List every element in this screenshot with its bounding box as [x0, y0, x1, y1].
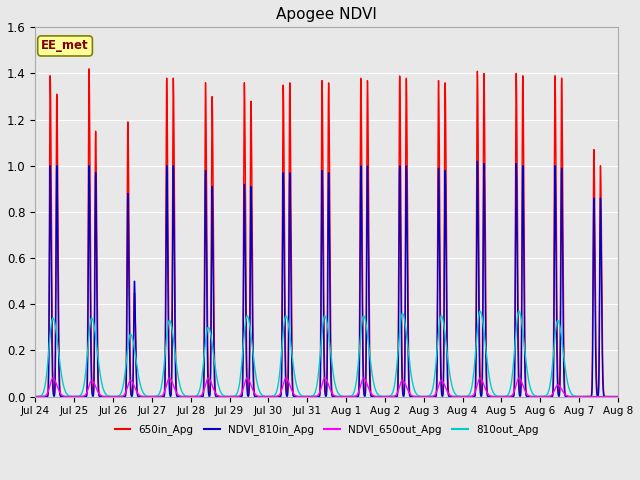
Legend: 650in_Apg, NDVI_810in_Apg, NDVI_650out_Apg, 810out_Apg: 650in_Apg, NDVI_810in_Apg, NDVI_650out_A…: [111, 420, 543, 439]
NDVI_810in_Apg: [31, 394, 39, 399]
Line: 650in_Apg: 650in_Apg: [35, 69, 618, 396]
650in_Apg: [408, 394, 415, 399]
NDVI_810in_Apg: [614, 394, 622, 399]
810out_Apg: [250, 354, 257, 360]
NDVI_810in_Apg: [408, 394, 415, 399]
NDVI_650out_Apg: [31, 394, 39, 399]
650in_Apg: [31, 394, 39, 399]
Line: NDVI_810in_Apg: NDVI_810in_Apg: [35, 161, 618, 396]
Title: Apogee NDVI: Apogee NDVI: [276, 7, 377, 22]
650in_Apg: [612, 394, 620, 399]
810out_Apg: [156, 389, 164, 395]
810out_Apg: [408, 372, 415, 378]
810out_Apg: [614, 394, 622, 399]
650in_Apg: [85, 66, 93, 72]
810out_Apg: [515, 308, 523, 314]
Line: NDVI_650out_Apg: NDVI_650out_Apg: [35, 378, 618, 396]
NDVI_650out_Apg: [156, 394, 164, 399]
650in_Apg: [156, 394, 164, 399]
NDVI_810in_Apg: [474, 158, 481, 164]
NDVI_810in_Apg: [150, 394, 157, 399]
650in_Apg: [150, 394, 158, 399]
NDVI_810in_Apg: [250, 384, 257, 389]
NDVI_650out_Apg: [490, 394, 498, 399]
650in_Apg: [614, 394, 622, 399]
NDVI_650out_Apg: [250, 389, 257, 395]
NDVI_810in_Apg: [490, 394, 498, 399]
NDVI_650out_Apg: [408, 392, 415, 398]
NDVI_650out_Apg: [49, 375, 57, 381]
650in_Apg: [490, 394, 498, 399]
NDVI_650out_Apg: [150, 394, 158, 399]
Line: 810out_Apg: 810out_Apg: [35, 311, 618, 396]
NDVI_810in_Apg: [156, 394, 164, 399]
NDVI_650out_Apg: [614, 394, 622, 399]
810out_Apg: [150, 394, 157, 399]
810out_Apg: [490, 391, 498, 396]
650in_Apg: [250, 369, 257, 374]
810out_Apg: [612, 394, 620, 399]
NDVI_650out_Apg: [612, 394, 620, 399]
NDVI_810in_Apg: [612, 394, 620, 399]
810out_Apg: [31, 394, 39, 399]
Text: EE_met: EE_met: [41, 39, 89, 52]
